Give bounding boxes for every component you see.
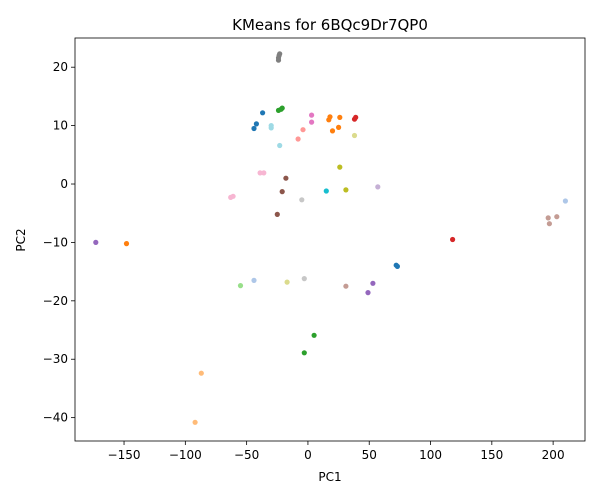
data-point-47 [237, 283, 244, 289]
data-point-50 [301, 276, 307, 282]
data-point-34 [261, 170, 267, 176]
points-layer [93, 51, 569, 425]
y-tick-label: −10 [43, 235, 68, 249]
chart-title: KMeans for 6BQc9Dr7QP0 [232, 16, 428, 34]
y-tick-label: 10 [53, 119, 68, 133]
data-point-41 [545, 215, 551, 221]
data-point-4 [277, 51, 283, 57]
data-point-17 [327, 114, 333, 120]
data-point-27 [343, 187, 349, 193]
data-point-32 [274, 211, 280, 217]
x-tick-label: 150 [480, 448, 503, 462]
data-point-40 [450, 236, 456, 243]
data-point-42 [554, 214, 560, 220]
data-point-15 [309, 119, 315, 125]
x-axis-ticks: −150 −100 −50 0 50 100 150 200 [108, 441, 565, 462]
x-tick-label: 0 [304, 448, 312, 462]
data-point-55 [301, 350, 307, 356]
data-point-46 [394, 263, 400, 269]
data-point-25 [295, 136, 301, 142]
x-tick-label: 200 [542, 448, 565, 462]
y-axis-ticks: −40 −30 −20 −10 0 10 20 [43, 60, 75, 425]
y-tick-label: 0 [60, 177, 68, 191]
data-point-6 [253, 121, 259, 127]
plot-frame [74, 37, 586, 442]
data-point-10 [279, 105, 285, 111]
y-tick-label: −30 [43, 352, 68, 366]
data-point-49 [284, 279, 290, 285]
data-point-48 [251, 277, 257, 283]
data-point-19 [336, 124, 342, 130]
data-point-39 [123, 241, 130, 247]
x-tick-label: 100 [419, 448, 442, 462]
y-tick-label: −20 [43, 294, 68, 308]
x-tick-label: 50 [362, 448, 377, 462]
data-point-44 [562, 198, 569, 204]
y-tick-label: −40 [43, 411, 68, 425]
data-point-5 [251, 125, 257, 132]
data-point-37 [299, 197, 305, 203]
data-point-43 [546, 221, 553, 227]
data-point-51 [343, 283, 349, 289]
data-point-54 [311, 332, 317, 338]
data-point-31 [279, 189, 285, 195]
y-tick-label: 20 [53, 60, 68, 74]
y-axis-label: PC2 [14, 228, 28, 251]
data-point-56 [198, 370, 204, 376]
data-point-24 [300, 127, 306, 133]
data-point-53 [365, 290, 371, 296]
data-point-28 [323, 188, 329, 194]
data-point-13 [277, 142, 283, 149]
data-point-20 [329, 128, 336, 134]
data-point-12 [268, 125, 274, 131]
data-point-52 [370, 280, 376, 286]
data-point-23 [351, 132, 358, 139]
x-tick-label: −100 [169, 448, 202, 462]
x-tick-label: −50 [234, 448, 259, 462]
data-point-33 [257, 170, 263, 176]
data-point-38 [93, 239, 99, 245]
data-point-36 [230, 193, 236, 199]
data-point-22 [353, 114, 359, 120]
data-point-30 [283, 175, 289, 181]
data-point-26 [337, 164, 343, 170]
x-axis-label: PC1 [318, 470, 341, 484]
data-point-57 [192, 419, 198, 425]
data-point-18 [337, 114, 343, 120]
data-point-7 [260, 110, 266, 116]
data-point-14 [309, 112, 315, 118]
x-tick-label: −150 [108, 448, 141, 462]
data-point-29 [375, 184, 381, 190]
